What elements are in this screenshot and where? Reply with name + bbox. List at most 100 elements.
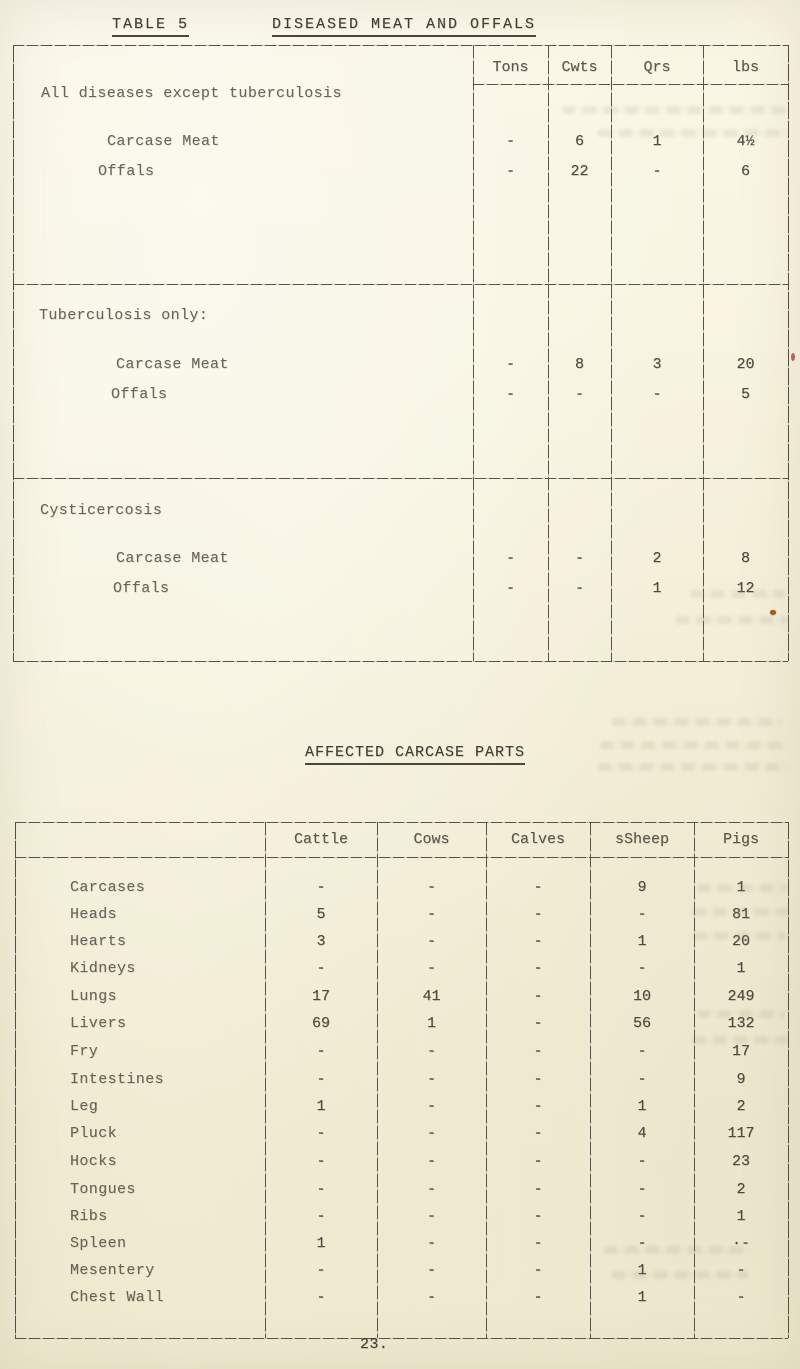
cell: - bbox=[316, 960, 326, 977]
cell: 3 bbox=[652, 356, 662, 373]
section-label-row: Tuberculosis only: bbox=[0, 306, 800, 326]
cell: - bbox=[505, 133, 515, 150]
cell: 3 bbox=[316, 933, 326, 950]
cell: 1 bbox=[426, 1015, 436, 1032]
cell: - bbox=[426, 879, 436, 896]
table-row: Kidneys - - - - 1 bbox=[0, 959, 800, 979]
cell: 10 bbox=[632, 988, 651, 1005]
row-label: Pluck bbox=[70, 1125, 118, 1142]
cell: - bbox=[426, 1235, 436, 1252]
bleed-through-smudge bbox=[562, 106, 787, 114]
section-separator bbox=[13, 478, 788, 479]
row-label: Fry bbox=[70, 1043, 99, 1060]
column-separator bbox=[486, 822, 487, 1338]
column-header: Cows bbox=[413, 831, 450, 848]
cell: - bbox=[316, 1262, 326, 1279]
bleed-through-smudge bbox=[612, 718, 782, 726]
column-separator bbox=[473, 45, 474, 661]
cell: - bbox=[574, 580, 584, 597]
column-separator bbox=[265, 822, 266, 1338]
paper-stain bbox=[770, 610, 776, 615]
cell: 81 bbox=[694, 905, 788, 925]
paper-stain bbox=[791, 353, 795, 361]
cell: - bbox=[505, 386, 515, 403]
header-underline bbox=[15, 857, 788, 858]
header-underline bbox=[473, 84, 788, 85]
row-label: Offals bbox=[111, 386, 168, 403]
row-label: Spleen bbox=[70, 1235, 127, 1252]
cell: - bbox=[533, 988, 543, 1005]
cell: - bbox=[637, 1153, 647, 1170]
cell: - bbox=[637, 1208, 647, 1225]
cell: - bbox=[637, 1043, 647, 1060]
cell: 56 bbox=[632, 1015, 651, 1032]
cell: - bbox=[637, 1235, 647, 1252]
cell: - bbox=[533, 1208, 543, 1225]
cell: - bbox=[533, 1125, 543, 1142]
cell: - bbox=[533, 960, 543, 977]
cell: - bbox=[316, 879, 326, 896]
table-border-bottom bbox=[15, 1338, 788, 1339]
cell: - bbox=[533, 1071, 543, 1088]
cell: 17 bbox=[311, 988, 330, 1005]
cell: - bbox=[533, 1015, 543, 1032]
column-separator bbox=[548, 45, 549, 661]
cell: - bbox=[533, 1235, 543, 1252]
row-label: Chest Wall bbox=[70, 1289, 165, 1306]
table-header-row: Tons Cwts Qrs lbs bbox=[0, 58, 800, 78]
cell: - bbox=[533, 906, 543, 923]
row-label: Carcases bbox=[70, 879, 146, 896]
table-row: Chest Wall - - - 1 - bbox=[0, 1288, 800, 1308]
cell: - bbox=[426, 1289, 436, 1306]
cell: 132 bbox=[727, 1015, 755, 1032]
row-label: Lungs bbox=[70, 988, 118, 1005]
cell: 17 bbox=[731, 1043, 750, 1060]
table-number-label: TABLE 5 bbox=[112, 16, 190, 37]
cell: - bbox=[426, 1043, 436, 1060]
page-title: DISEASED MEAT AND OFFALS bbox=[272, 16, 537, 37]
cell: 4½ bbox=[736, 133, 755, 150]
cell: - bbox=[316, 1208, 326, 1225]
cell: - bbox=[316, 1071, 326, 1088]
cell: - bbox=[426, 1208, 436, 1225]
table-border-top bbox=[13, 45, 788, 46]
cell: 2 bbox=[652, 550, 662, 567]
cell: 20 bbox=[736, 356, 755, 373]
column-header: lbs bbox=[731, 59, 759, 76]
table-row: Heads 5 - - - 81 bbox=[0, 905, 800, 925]
section-separator bbox=[13, 284, 788, 285]
row-label: Leg bbox=[70, 1098, 99, 1115]
cell: 41 bbox=[422, 988, 441, 1005]
cell: 69 bbox=[311, 1015, 330, 1032]
table-row: Spleen 1 - - - ·- bbox=[0, 1234, 800, 1254]
cell: 6 bbox=[740, 163, 750, 180]
cell: 1 bbox=[316, 1098, 326, 1115]
cell: - bbox=[574, 550, 584, 567]
cell: - bbox=[426, 933, 436, 950]
row-label: Mesentery bbox=[70, 1262, 155, 1279]
table-border-bottom bbox=[13, 661, 788, 662]
cell: - bbox=[652, 163, 662, 180]
table-border-left bbox=[15, 822, 16, 1338]
cell: - bbox=[637, 1071, 647, 1088]
bleed-through-smudge bbox=[612, 1271, 748, 1279]
cell: - bbox=[652, 386, 662, 403]
table-row: Hocks - - - - 23 bbox=[0, 1152, 800, 1172]
cell: 1 bbox=[652, 133, 662, 150]
cell: 9 bbox=[736, 1071, 746, 1088]
cell: 12 bbox=[736, 580, 755, 597]
cell: - bbox=[533, 1153, 543, 1170]
cell: 249 bbox=[727, 988, 755, 1005]
cell: - bbox=[316, 1043, 326, 1060]
table-row: Offals - - - 5 bbox=[0, 385, 800, 405]
cell: 4 bbox=[637, 1125, 647, 1142]
column-header: Tons bbox=[492, 59, 529, 76]
bleed-through-smudge bbox=[692, 1036, 788, 1044]
column-header: Pigs bbox=[722, 831, 759, 848]
cell: 1 bbox=[637, 1289, 647, 1306]
cell: - bbox=[426, 1262, 436, 1279]
row-label: Intestines bbox=[70, 1071, 165, 1088]
cell: 1 bbox=[637, 933, 647, 950]
cell: - bbox=[505, 163, 515, 180]
cell: 1 bbox=[736, 1208, 746, 1225]
